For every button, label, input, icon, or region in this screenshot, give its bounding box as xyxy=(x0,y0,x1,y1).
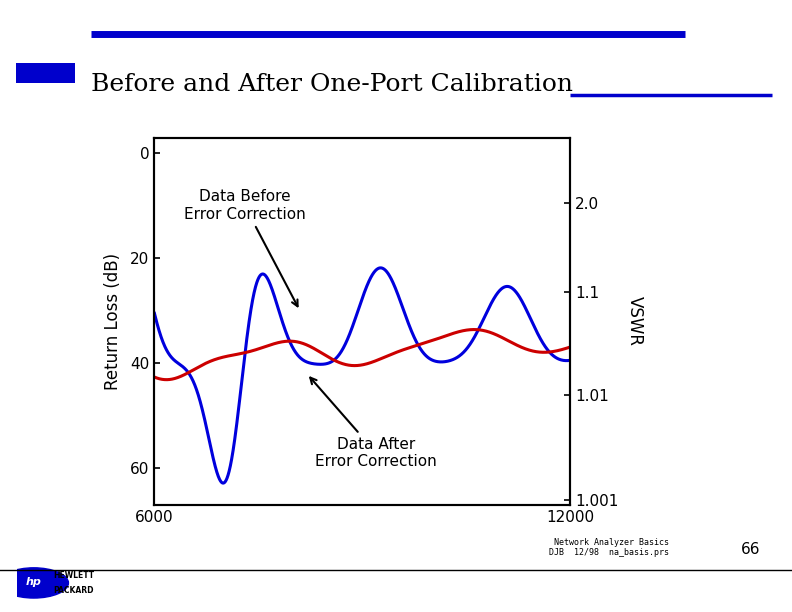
Text: Network Analyzer Basics
DJB  12/98  na_basis.prs: Network Analyzer Basics DJB 12/98 na_bas… xyxy=(549,537,669,557)
Text: hp: hp xyxy=(26,577,42,587)
Circle shape xyxy=(0,568,68,598)
Y-axis label: Return Loss (dB): Return Loss (dB) xyxy=(104,253,122,390)
Y-axis label: VSWR: VSWR xyxy=(626,296,643,346)
Text: Data Before
Error Correction: Data Before Error Correction xyxy=(184,189,306,306)
Text: Before and After One-Port Calibration: Before and After One-Port Calibration xyxy=(91,73,573,97)
Text: Data After
Error Correction: Data After Error Correction xyxy=(310,378,437,469)
Text: PACKARD: PACKARD xyxy=(54,586,94,595)
Text: HEWLETT: HEWLETT xyxy=(53,571,94,580)
Text: 66: 66 xyxy=(741,542,760,557)
